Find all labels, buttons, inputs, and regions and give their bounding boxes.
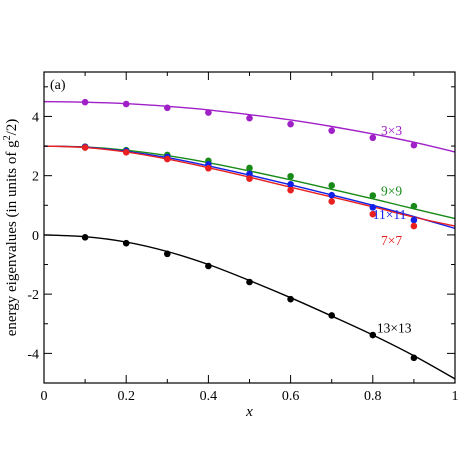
axis-tick-labels: 0 0.2 0.4 0.6 0.8 1 -4 -2 0 2 4	[27, 110, 458, 404]
data-point-4-5	[287, 295, 294, 303]
data-point-1-8	[410, 202, 418, 210]
data-point-0-4	[246, 114, 253, 122]
x-axis-title: x	[245, 404, 253, 420]
x-tick-label: 0.4	[200, 389, 218, 404]
y-tick-label: 4	[32, 110, 39, 125]
series-label-1: 9×9	[381, 183, 402, 198]
y-axis-title-superscript: 2	[2, 135, 13, 140]
series-label-0: 3×3	[381, 123, 402, 138]
y-tick-label: -4	[27, 347, 39, 362]
data-point-4-1	[122, 239, 130, 247]
data-point-4-6	[328, 312, 336, 319]
y-axis-title: energy eigenvalues (in units of g2/2)	[2, 119, 20, 337]
data-point-0-8	[410, 141, 418, 149]
data-point-4-4	[246, 278, 253, 286]
series-label-2: 11×11	[373, 207, 407, 222]
data-point-3-1	[122, 148, 130, 156]
y-tick-label: -2	[27, 288, 39, 303]
y-axis-title-end: /2)	[4, 119, 20, 136]
data-point-3-8	[410, 222, 418, 230]
data-point-1-4	[246, 164, 253, 172]
data-point-2-7	[369, 204, 377, 211]
data-point-4-2	[164, 250, 171, 258]
x-tick-label: 0.2	[117, 389, 135, 404]
data-point-0-1	[122, 100, 130, 108]
data-point-0-0	[81, 98, 89, 106]
y-tick-label: 2	[32, 170, 39, 185]
data-point-3-5	[287, 186, 294, 194]
data-point-1-6	[328, 182, 336, 189]
data-point-2-8	[410, 216, 418, 224]
series-line-4	[43, 234, 456, 380]
data-point-1-5	[287, 172, 294, 180]
data-point-0-7	[369, 134, 377, 142]
data-point-2-4	[246, 170, 253, 178]
panel-label: (a)	[50, 78, 66, 93]
y-axis-title-main: energy eigenvalues (in units of g	[4, 140, 20, 336]
x-tick-label: 0.8	[364, 389, 382, 404]
data-point-4-7	[369, 331, 377, 339]
data-point-0-3	[205, 109, 212, 116]
data-point-2-6	[328, 191, 336, 199]
x-tick-label: 0	[41, 389, 48, 404]
x-tick-label: 1	[452, 389, 459, 404]
data-point-3-7	[369, 210, 377, 218]
data-point-3-2	[164, 155, 171, 163]
axis-ticks	[43, 72, 456, 384]
y-tick-label: 0	[32, 229, 39, 244]
data-point-0-6	[328, 127, 336, 134]
data-point-0-2	[164, 104, 171, 112]
series-labels: 3×3 9×9 11×11 7×7 13×13	[373, 123, 412, 336]
series-label-4: 13×13	[377, 321, 412, 336]
x-tick-label: 0.6	[282, 389, 300, 404]
data-point-3-3	[205, 164, 212, 172]
data-point-4-0	[81, 233, 89, 241]
data-point-2-5	[287, 180, 294, 188]
data-point-1-7	[369, 192, 377, 199]
series-line-0	[43, 100, 456, 153]
data-point-3-0	[81, 144, 89, 151]
data-point-4-8	[410, 354, 418, 362]
series-points	[81, 98, 418, 362]
data-point-3-4	[246, 175, 253, 182]
data-point-0-5	[287, 120, 294, 128]
data-point-3-6	[328, 198, 336, 205]
data-point-4-3	[205, 262, 212, 270]
series-label-3: 7×7	[381, 233, 402, 248]
